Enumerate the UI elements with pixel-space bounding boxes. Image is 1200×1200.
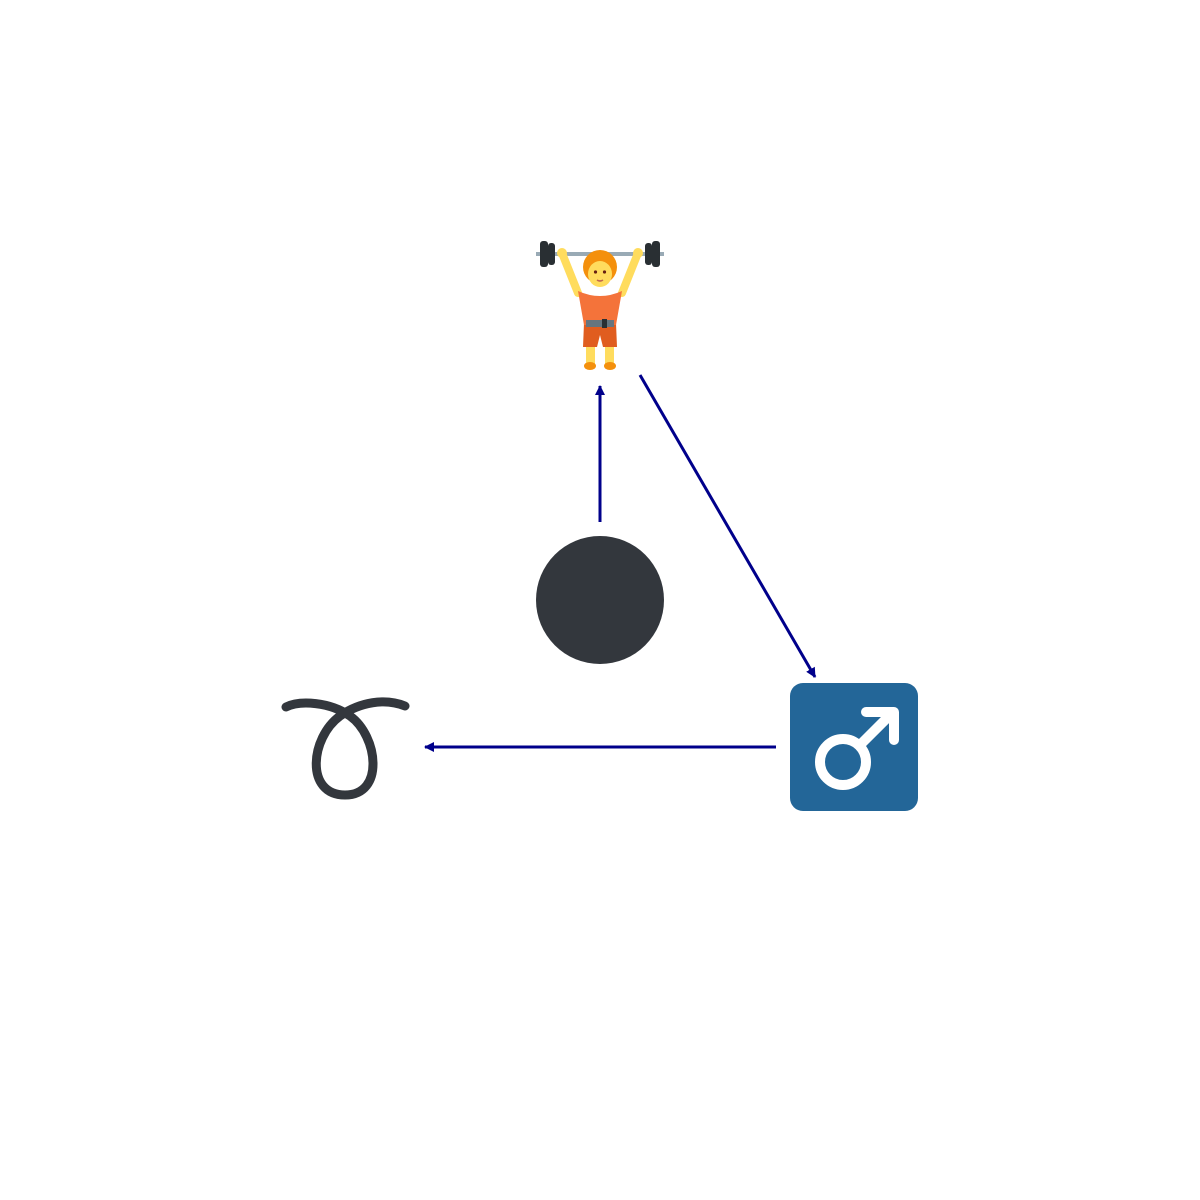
curly-loop-icon xyxy=(281,697,410,800)
black-circle-icon xyxy=(536,536,664,664)
male-sign-icon xyxy=(790,683,918,811)
edges xyxy=(424,374,817,752)
edge-weightlifter-to-male-sign xyxy=(638,374,817,678)
person-lifting-weights-icon xyxy=(536,241,664,370)
